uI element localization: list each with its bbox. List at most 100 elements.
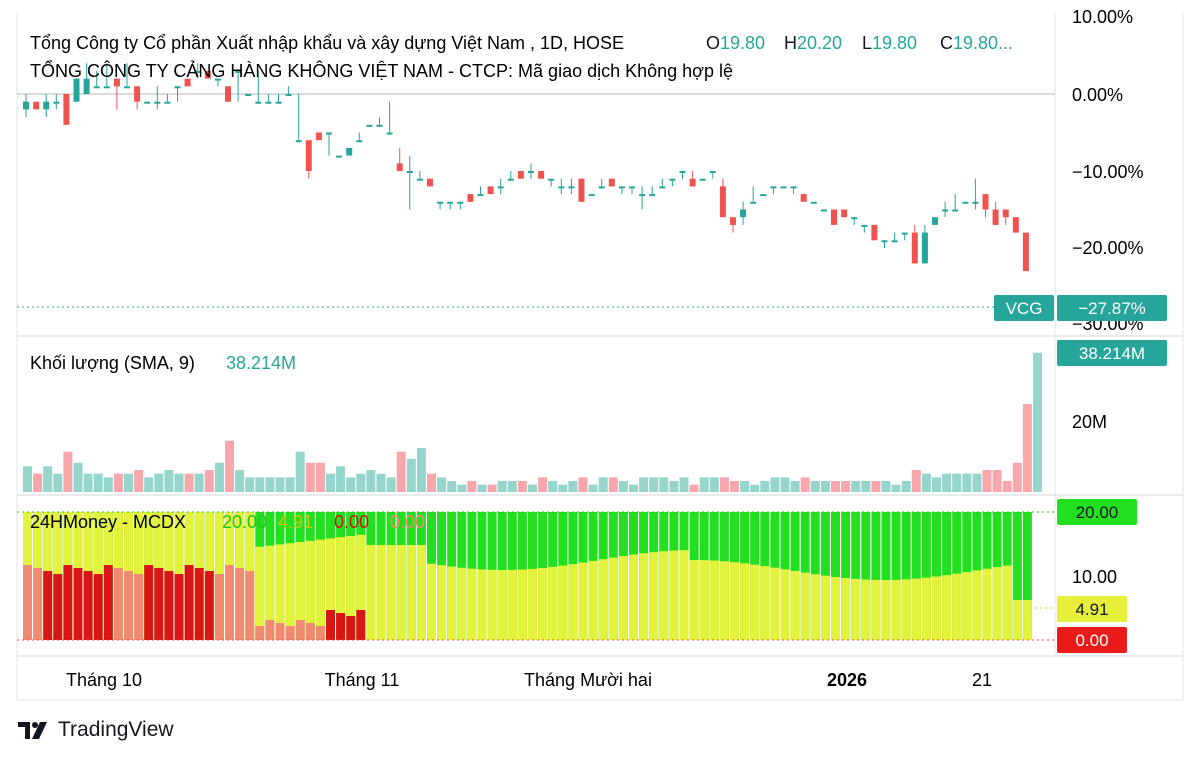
candle-body <box>83 78 90 94</box>
mcdx-red-bar <box>255 626 265 640</box>
candle-body <box>770 186 777 189</box>
volume-bar <box>780 477 790 492</box>
percent-badge-text: −27.87% <box>1078 299 1146 318</box>
candle-body <box>265 101 272 104</box>
mcdx-yellow-bar <box>740 563 750 640</box>
candle-body <box>709 171 716 173</box>
mcdx-yellow-bar <box>639 553 649 640</box>
volume-bar <box>1033 352 1042 492</box>
candle-body <box>336 155 343 158</box>
candle-body <box>730 217 736 225</box>
mcdx-yellow-bar <box>841 578 851 640</box>
mcdx-red-bar <box>33 568 43 640</box>
footer-brand: TradingView <box>58 718 174 741</box>
mcdx-red-bar <box>336 613 346 640</box>
mcdx-yellow-bar <box>942 575 952 640</box>
volume-bar <box>891 484 901 492</box>
volume-bar <box>406 459 416 492</box>
volume-bar <box>103 477 113 492</box>
mcdx-red-bar <box>83 571 93 640</box>
mcdx-red-bar <box>103 565 113 640</box>
candle-body <box>901 232 908 235</box>
candle-body <box>588 194 595 197</box>
volume-bar <box>33 473 43 492</box>
mcdx-yellow-bar <box>982 568 992 640</box>
mcdx-yellow-bar <box>255 546 265 640</box>
mcdx-red-bar <box>184 565 194 640</box>
mcdx-yellow-bar <box>315 539 325 640</box>
mcdx-yellow-bar <box>901 579 911 640</box>
mcdx-green-bar <box>841 512 851 640</box>
candle-body <box>406 171 413 173</box>
mcdx-red-bar <box>356 610 366 640</box>
mcdx-yellow-bar <box>881 579 891 640</box>
mcdx-red-bar <box>225 565 234 640</box>
mcdx-yellow-bar <box>861 579 871 640</box>
candle-body <box>972 201 979 204</box>
tradingview-logo-icon <box>18 722 47 739</box>
mcdx-yellow-bar <box>618 556 628 640</box>
volume-bar <box>689 484 699 492</box>
candle-body <box>780 186 787 189</box>
volume-bar <box>982 470 992 492</box>
mcdx-red-bar <box>305 623 315 640</box>
mcdx-red-bar <box>73 568 83 640</box>
mcdx-yellow-bar <box>820 575 830 640</box>
candle-body <box>113 78 120 87</box>
price-tick-minus10: −10.00% <box>1072 162 1144 182</box>
mcdx-red-bar <box>315 626 325 640</box>
candle-body <box>43 101 50 110</box>
candle-body <box>629 186 635 189</box>
candle-body <box>124 86 130 89</box>
volume-badge <box>1057 340 1167 366</box>
mcdx-yellow-bar <box>790 571 800 640</box>
volume-tick-20m: 20M <box>1072 412 1107 432</box>
volume-bar <box>285 477 295 492</box>
volume-bar <box>538 477 548 492</box>
symbol-badge-text: VCG <box>1006 299 1043 318</box>
volume-bar <box>750 484 760 492</box>
mcdx-yellow-bar <box>285 543 295 640</box>
candle-body <box>618 186 625 189</box>
volume-bar <box>820 481 830 492</box>
volume-bar <box>831 481 840 492</box>
candle-body <box>144 101 151 104</box>
volume-bar <box>225 440 234 492</box>
volume-bar <box>972 473 982 492</box>
compare-legend: TỔNG CÔNG TY CẢNG HÀNG KHÔNG VIỆT NAM - … <box>30 60 733 81</box>
mcdx-green-bar <box>1022 512 1032 640</box>
volume-bar <box>901 481 911 492</box>
candle-body <box>881 240 888 243</box>
volume-bar <box>770 477 780 492</box>
candle-body <box>437 201 444 204</box>
mcdx-legend-value: 20.00 <box>222 512 267 532</box>
legend-ohlc-l: L19.80 <box>862 33 917 53</box>
mcdx-yellow-bar <box>336 537 346 640</box>
volume-bar <box>790 481 800 492</box>
candle-body <box>457 201 464 204</box>
candle-body <box>386 132 393 135</box>
time-tick-dec: Tháng Mười hai <box>524 670 652 690</box>
volume-bar <box>740 481 750 492</box>
volume-bar <box>699 477 709 492</box>
mcdx-badge-20 <box>1057 499 1137 525</box>
volume-bar <box>730 481 739 492</box>
candle-body <box>285 94 292 96</box>
volume-bar <box>386 477 396 492</box>
volume-legend-value: 38.214M <box>226 353 296 373</box>
legend-title: Tổng Công ty Cổ phần Xuất nhập khẩu và x… <box>30 33 624 53</box>
candle-body <box>548 178 555 181</box>
mcdx-red-bar <box>194 568 204 640</box>
candle-body <box>225 86 231 102</box>
candle-body <box>467 194 474 202</box>
volume-bar <box>871 481 881 492</box>
volume-bar <box>669 481 679 492</box>
volume-bar <box>487 484 497 492</box>
mcdx-yellow-bar <box>750 564 760 640</box>
candle-body <box>255 101 262 104</box>
volume-bar <box>164 470 174 492</box>
volume-bar <box>608 477 618 492</box>
mcdx-green-bar <box>1012 512 1022 640</box>
candle-body <box>831 209 837 225</box>
candle-body <box>962 201 969 204</box>
